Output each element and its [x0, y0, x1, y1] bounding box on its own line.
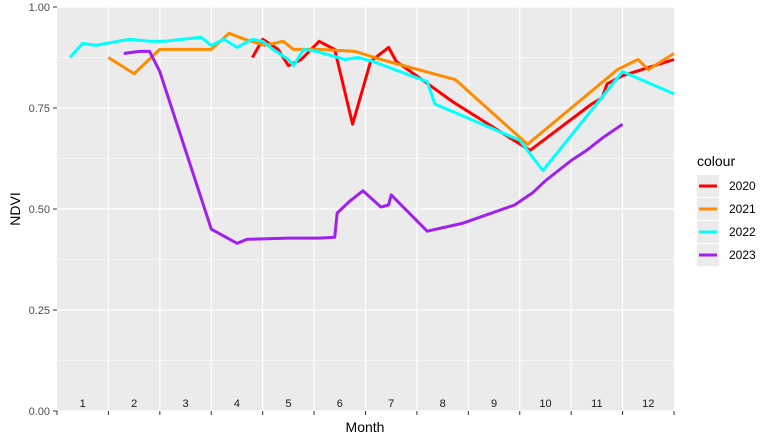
major-gridlines: [57, 6, 674, 412]
y-tick-label: 0.50: [29, 204, 50, 216]
month-label: 12: [642, 398, 654, 410]
x-axis-title: Month: [346, 419, 385, 435]
series-line-2022: [68, 35, 675, 173]
legend-label: 2020: [729, 179, 756, 193]
month-label: 11: [591, 398, 602, 410]
series-line-2023: [123, 49, 624, 245]
x-axis: [56, 411, 675, 415]
month-label: 9: [491, 398, 497, 410]
legend-label: 2022: [729, 225, 756, 239]
month-label: 4: [234, 398, 240, 410]
y-axis-title: NDVI: [7, 192, 23, 225]
legend-label: 2021: [729, 202, 756, 216]
month-label: 3: [182, 398, 188, 410]
month-label: 8: [440, 398, 446, 410]
month-label: 5: [285, 398, 291, 410]
legend-label: 2023: [729, 248, 756, 262]
y-tick-label: 0.00: [29, 406, 50, 418]
series-line-2020: [251, 37, 675, 152]
y-tick-label: 1.00: [29, 2, 50, 14]
legend-title: colour: [697, 153, 735, 169]
series-line-2021: [107, 31, 675, 146]
series-lines: [68, 31, 675, 245]
month-label: 10: [539, 398, 551, 410]
y-axis: 0.00 0.25 0.50 0.75 1.00: [29, 2, 57, 418]
legend: colour 2020 2021 2022 2023: [697, 153, 756, 266]
month-label: 1: [80, 398, 86, 410]
month-labels: 1 2 3 4 5 6 7 8 9 10 11 12: [80, 398, 655, 410]
month-label: 6: [337, 398, 343, 410]
y-tick-label: 0.75: [29, 103, 50, 115]
y-tick-label: 0.25: [29, 305, 50, 317]
month-label: 7: [388, 398, 394, 410]
month-label: 2: [131, 398, 137, 410]
